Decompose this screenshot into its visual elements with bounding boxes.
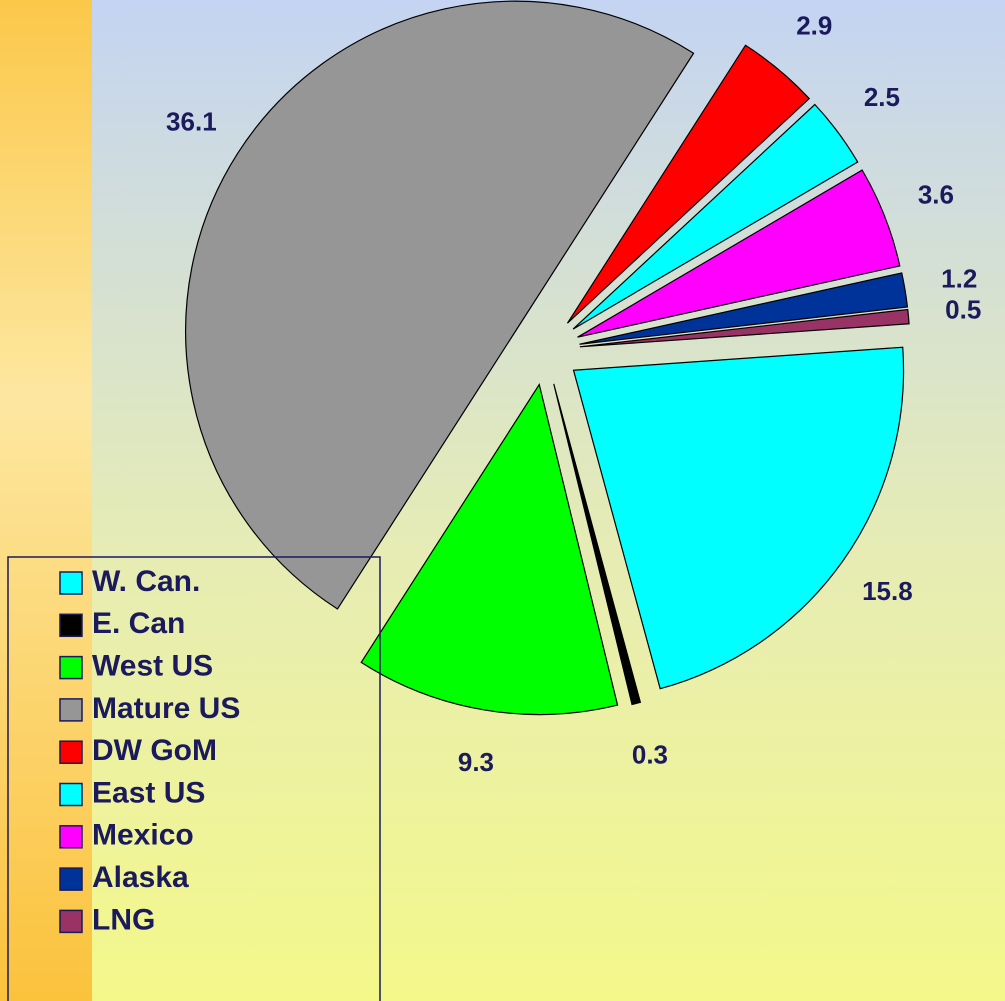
pie-slice bbox=[579, 308, 910, 348]
legend-box bbox=[7, 556, 381, 1001]
legend-label: DW GoM bbox=[92, 734, 217, 767]
data-label: 36.1 bbox=[166, 106, 217, 136]
data-label: 0.5 bbox=[945, 294, 981, 324]
legend-label: West US bbox=[92, 650, 213, 683]
data-label: 2.5 bbox=[864, 82, 900, 112]
data-label: 1.2 bbox=[941, 264, 977, 294]
pie: 15.8 0.3 9.3 36.1 2.9 2.5 3.6 1.20.5 bbox=[166, 0, 981, 777]
pie-slice bbox=[185, 0, 695, 610]
legend-swatch bbox=[59, 867, 83, 891]
data-label: 9.3 bbox=[458, 747, 494, 777]
legend-swatch bbox=[59, 740, 83, 764]
legend-label: Alaska bbox=[92, 861, 189, 894]
pie-slice bbox=[553, 383, 642, 706]
legend-swatch bbox=[59, 655, 83, 680]
legend-swatch bbox=[59, 909, 83, 934]
legend-label: Mature US bbox=[92, 692, 240, 725]
legend-swatch bbox=[59, 782, 83, 807]
legend-swatch bbox=[59, 571, 83, 595]
pie-slice bbox=[579, 272, 909, 345]
legend-label: E. Can bbox=[92, 607, 185, 640]
data-label: 0.3 bbox=[632, 740, 668, 770]
side-stripe bbox=[0, 0, 92, 1001]
legend-label: W. Can. bbox=[92, 565, 200, 598]
pie-slice bbox=[577, 169, 901, 338]
legend-label: Mexico bbox=[92, 819, 194, 852]
legend-label: LNG bbox=[92, 903, 155, 936]
legend-swatch bbox=[59, 698, 83, 722]
legend-swatch bbox=[59, 613, 83, 638]
pie-slice bbox=[572, 103, 859, 330]
data-label: 2.9 bbox=[796, 11, 832, 41]
pie-slice bbox=[360, 383, 619, 716]
legend-label: East US bbox=[92, 776, 205, 809]
data-label: 3.6 bbox=[918, 179, 954, 209]
pie-slice bbox=[572, 346, 905, 690]
legend: W. Can. E. Can West US Mature US DW GoM East … bbox=[59, 565, 240, 936]
data-label: 15.8 bbox=[862, 576, 913, 606]
pie-slice bbox=[566, 44, 811, 324]
legend-swatch bbox=[59, 825, 83, 849]
